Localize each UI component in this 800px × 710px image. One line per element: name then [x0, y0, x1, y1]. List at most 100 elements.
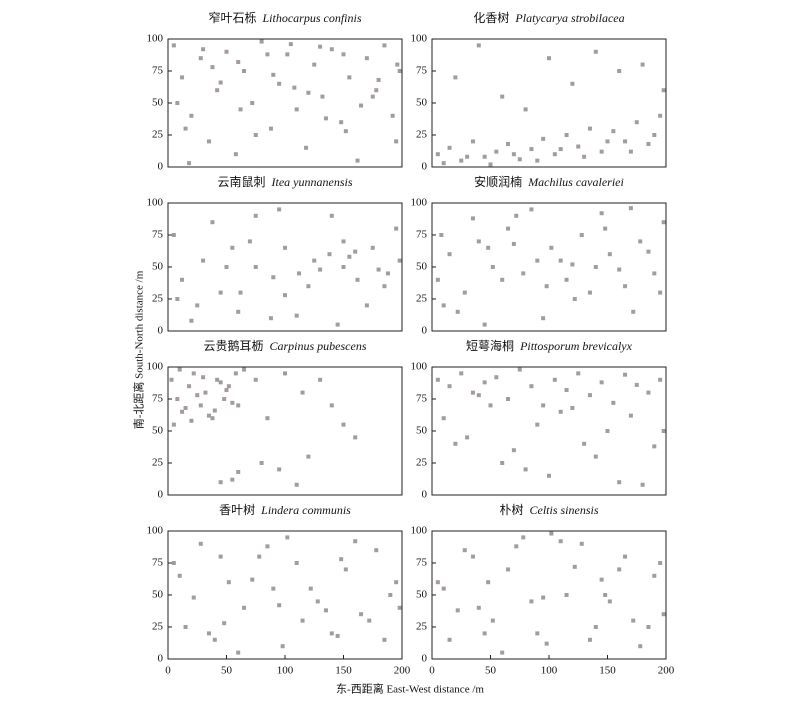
point — [435, 580, 440, 585]
point — [558, 539, 563, 544]
point — [453, 441, 458, 446]
plot-frame — [431, 530, 667, 660]
plot-frame — [167, 202, 403, 332]
x-tick-label: 200 — [394, 665, 411, 677]
point — [455, 608, 460, 613]
point — [268, 316, 273, 321]
point — [441, 303, 446, 308]
point — [355, 158, 360, 163]
point — [285, 535, 290, 540]
title-cn: 云南鼠刺 — [218, 174, 266, 189]
point — [218, 290, 223, 295]
point — [177, 367, 182, 372]
y-tick-label: 50 — [152, 97, 164, 109]
point — [661, 612, 666, 617]
plot-frame — [167, 38, 403, 168]
y-tick-label: 75 — [152, 557, 164, 569]
point — [329, 47, 334, 52]
point — [441, 416, 446, 421]
point — [230, 400, 235, 405]
point — [183, 405, 188, 410]
point — [511, 241, 516, 246]
point — [388, 593, 393, 597]
point — [339, 557, 344, 562]
point — [523, 467, 528, 472]
point — [587, 290, 592, 295]
point — [397, 258, 402, 263]
point — [394, 139, 399, 144]
point — [482, 322, 487, 327]
point — [447, 384, 452, 389]
point — [514, 544, 519, 549]
x-tick-label: 100 — [541, 665, 558, 677]
point — [210, 220, 215, 225]
point — [329, 631, 334, 636]
point — [488, 162, 493, 167]
point — [177, 573, 182, 578]
point — [218, 554, 223, 559]
point — [175, 101, 180, 105]
point — [579, 233, 584, 237]
point — [233, 371, 238, 376]
x-tick-label: 200 — [658, 665, 675, 677]
point — [529, 147, 534, 152]
point — [652, 133, 657, 137]
point — [318, 377, 323, 382]
point — [582, 441, 587, 446]
point — [187, 161, 192, 166]
point — [541, 316, 546, 321]
point — [236, 469, 241, 474]
point — [490, 265, 495, 269]
point — [529, 384, 534, 389]
point — [646, 390, 651, 395]
point — [230, 245, 235, 250]
point — [339, 120, 344, 125]
point — [206, 631, 211, 636]
point — [470, 216, 475, 221]
point — [343, 567, 348, 572]
point — [623, 284, 628, 289]
point — [486, 245, 491, 250]
title-cn: 香叶树 — [219, 502, 255, 517]
y-tick-label: 100 — [147, 361, 164, 373]
point — [320, 94, 325, 99]
point — [189, 113, 194, 118]
y-tick-label: 25 — [416, 129, 428, 141]
point — [511, 448, 516, 453]
point — [544, 284, 549, 289]
point — [470, 390, 475, 395]
point — [521, 535, 526, 540]
point — [500, 461, 505, 465]
y-tick-label: 0 — [158, 161, 164, 173]
point — [376, 267, 381, 272]
point — [215, 88, 220, 93]
point — [341, 422, 346, 427]
point — [385, 271, 390, 276]
x-tick-label: 150 — [335, 665, 352, 677]
x-tick-label: 150 — [599, 665, 616, 677]
point — [572, 564, 577, 569]
point — [617, 69, 622, 73]
point — [271, 586, 276, 591]
point — [364, 56, 369, 61]
point — [517, 367, 522, 372]
point — [318, 267, 323, 272]
panel-title: 化香树 Platycarya strobilacea — [473, 10, 624, 25]
point — [180, 409, 185, 414]
point — [226, 580, 231, 585]
point — [611, 400, 616, 405]
point — [521, 271, 526, 276]
point — [658, 113, 663, 118]
point — [341, 52, 346, 57]
point — [189, 418, 194, 423]
point — [549, 531, 554, 536]
point — [329, 403, 334, 408]
point — [541, 595, 546, 600]
y-tick-label: 75 — [416, 65, 428, 77]
point — [599, 149, 604, 154]
point — [397, 69, 402, 73]
point — [634, 382, 639, 387]
point — [603, 226, 608, 231]
point — [341, 239, 346, 244]
point — [257, 554, 262, 559]
